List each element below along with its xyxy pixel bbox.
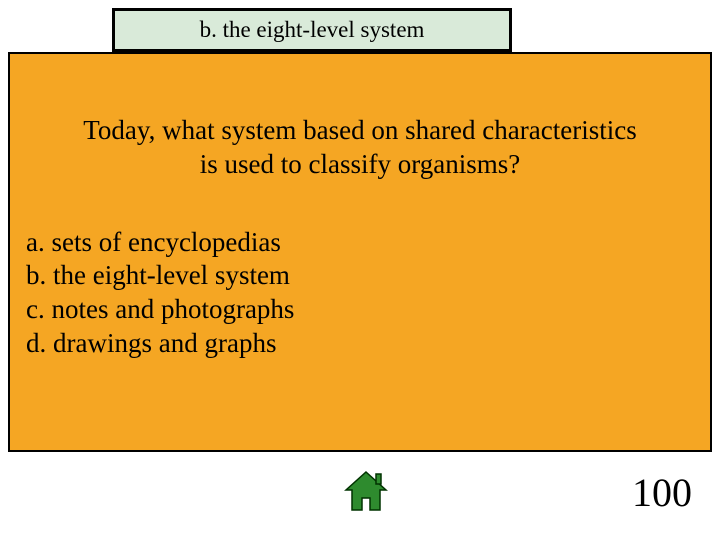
option-d: d. drawings and graphs (26, 327, 710, 361)
question-text: Today, what system based on shared chara… (10, 114, 710, 182)
home-icon[interactable] (342, 468, 390, 516)
question-line-1: Today, what system based on shared chara… (83, 115, 636, 145)
options-list: a. sets of encyclopedias b. the eight-le… (10, 226, 710, 361)
answer-box: b. the eight-level system (112, 8, 512, 52)
option-b: b. the eight-level system (26, 259, 710, 293)
option-a: a. sets of encyclopedias (26, 226, 710, 260)
question-line-2: is used to classify organisms? (200, 149, 520, 179)
answer-text: b. the eight-level system (200, 17, 425, 43)
option-c: c. notes and photographs (26, 293, 710, 327)
score-value: 100 (632, 469, 692, 516)
question-card: Today, what system based on shared chara… (8, 52, 712, 452)
